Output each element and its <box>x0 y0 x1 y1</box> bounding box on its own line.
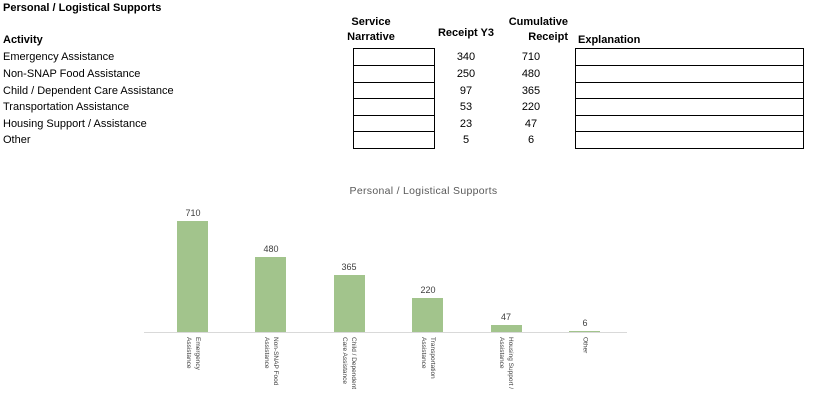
chart-title: Personal / Logistical Supports <box>349 185 498 197</box>
chart-bar <box>412 298 443 332</box>
chart-value-label: 365 <box>341 262 357 272</box>
explanation-cell[interactable] <box>575 65 804 83</box>
explanation-cell[interactable] <box>575 98 804 116</box>
column-header-cumulative-receipt: Cumulative Receipt <box>508 16 568 43</box>
chart-category-label: Non-SNAP Food Assistance <box>263 337 279 386</box>
chart-bar <box>569 331 600 332</box>
column-header-receipt-y3: Receipt Y3 <box>437 27 495 39</box>
chart-bar <box>491 325 522 332</box>
receipt-y3-value: 97 <box>459 85 473 97</box>
service-narrative-cell[interactable] <box>353 98 435 116</box>
service-narrative-cell[interactable] <box>353 115 435 132</box>
receipt-y3-value: 53 <box>459 101 473 113</box>
receipt-y3-value: 5 <box>462 134 470 146</box>
activity-cell: Child / Dependent Care Assistance <box>3 85 174 97</box>
explanation-cell[interactable] <box>575 131 804 149</box>
page-title: Personal / Logistical Supports <box>3 2 162 14</box>
cumulative-receipt-value: 6 <box>527 134 535 146</box>
chart-bar <box>334 275 365 332</box>
cumulative-receipt-value: 47 <box>524 118 538 130</box>
activity-cell: Transportation Assistance <box>3 101 130 113</box>
chart-value-label: 6 <box>582 318 588 328</box>
receipt-y3-value: 23 <box>459 118 473 130</box>
chart-x-axis-line <box>144 332 627 333</box>
chart-category-label: Child / Dependent Care Assistance <box>341 337 357 390</box>
activity-cell: Other <box>3 134 31 146</box>
chart-value-label: 220 <box>420 285 436 295</box>
chart-bar <box>255 257 286 332</box>
cumulative-receipt-value: 710 <box>521 51 541 63</box>
activity-cell: Emergency Assistance <box>3 51 115 63</box>
explanation-cell[interactable] <box>575 115 804 132</box>
chart-value-label: 47 <box>500 312 511 322</box>
cumulative-receipt-value: 220 <box>521 101 541 113</box>
service-narrative-cell[interactable] <box>353 48 435 66</box>
service-narrative-cell[interactable] <box>353 65 435 83</box>
explanation-cell[interactable] <box>575 48 804 66</box>
chart-category-label: Other <box>581 337 589 354</box>
chart-value-label: 480 <box>263 244 279 254</box>
receipt-y3-value: 340 <box>456 51 476 63</box>
chart-value-label: 710 <box>185 208 201 218</box>
receipt-y3-value: 250 <box>456 68 476 80</box>
chart-category-label: Emergency Assistance <box>185 337 201 370</box>
activity-cell: Non-SNAP Food Assistance <box>3 68 141 80</box>
service-narrative-cell[interactable] <box>353 82 435 99</box>
activity-cell: Housing Support / Assistance <box>3 118 147 130</box>
chart-category-label: Transportation Assistance <box>420 337 436 379</box>
explanation-cell[interactable] <box>575 82 804 99</box>
cumulative-receipt-value: 365 <box>521 85 541 97</box>
column-header-service-narrative: Service Narrative <box>347 16 395 43</box>
service-narrative-cell[interactable] <box>353 131 435 149</box>
chart-category-label: Housing Support / Assistance <box>498 337 514 390</box>
column-header-explanation: Explanation <box>578 34 641 46</box>
chart-bar <box>177 221 208 332</box>
column-header-activity: Activity <box>3 34 43 46</box>
cumulative-receipt-value: 480 <box>521 68 541 80</box>
